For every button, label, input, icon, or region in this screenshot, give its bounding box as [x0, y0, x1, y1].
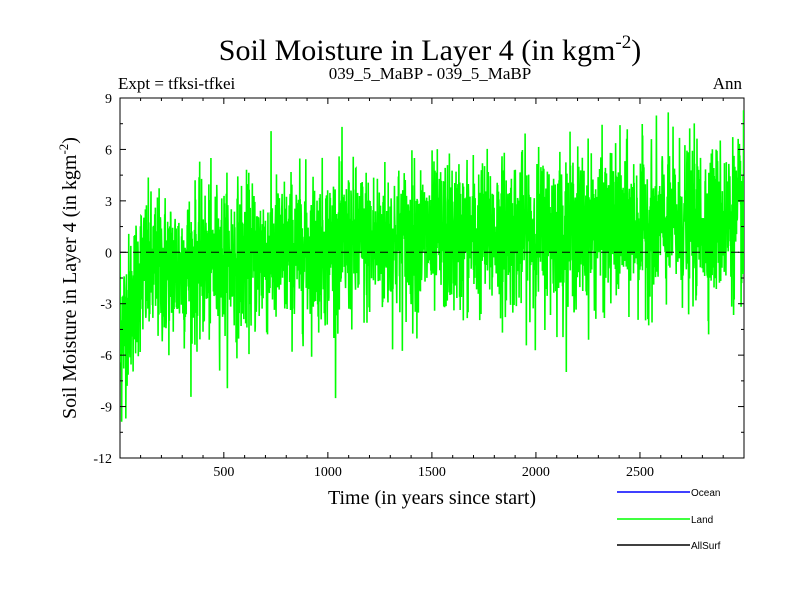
y-tick-label: 6	[105, 143, 112, 158]
chart-title: Soil Moisture in Layer 4 (in kgm-2)	[219, 32, 641, 67]
y-tick-label: -12	[93, 452, 112, 467]
x-tick-label: 500	[213, 465, 234, 480]
legend-label-ocean: Ocean	[691, 488, 720, 499]
y-tick-label: -6	[100, 349, 112, 364]
legend-label-allsurf: AllSurf	[691, 541, 721, 552]
subtitle-right: Ann	[713, 74, 743, 93]
y-tick-label: -9	[100, 401, 112, 416]
y-axis-label-close: )	[59, 137, 81, 144]
subtitle-center: 039_5_MaBP - 039_5_MaBP	[329, 64, 531, 83]
y-axis-label: Soil Moisture in Layer 4 (in kgm-2)	[56, 137, 81, 419]
y-axis-label-sup: -2	[56, 144, 71, 155]
x-axis-label: Time (in years since start)	[328, 487, 536, 509]
y-tick-label: 0	[105, 246, 112, 261]
y-tick-label: -3	[100, 298, 112, 313]
legend: Ocean Land AllSurf	[617, 488, 721, 552]
subtitle-left: Expt = tfksi-tfkei	[118, 74, 236, 93]
legend-label-land: Land	[691, 515, 713, 526]
series-line-land	[120, 110, 744, 422]
x-tick-label: 2500	[626, 465, 654, 480]
x-tick-label: 1000	[314, 465, 342, 480]
chart-title-close: )	[631, 34, 641, 67]
chart-title-sup: -2	[615, 32, 631, 53]
y-tick-label: 3	[105, 195, 112, 210]
x-tick-label: 2000	[522, 465, 550, 480]
chart-title-text: Soil Moisture in Layer 4 (in kgm	[219, 34, 616, 67]
y-tick-label: 9	[105, 92, 112, 107]
x-tick-label: 1500	[418, 465, 446, 480]
y-axis-label-text: Soil Moisture in Layer 4 (in kgm	[59, 154, 81, 419]
